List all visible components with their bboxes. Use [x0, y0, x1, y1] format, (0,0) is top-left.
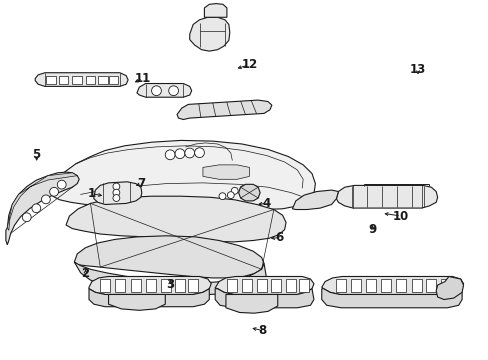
Polygon shape	[242, 279, 251, 292]
Polygon shape	[94, 182, 142, 204]
Polygon shape	[321, 289, 461, 308]
Polygon shape	[227, 279, 237, 292]
Polygon shape	[145, 279, 155, 292]
Circle shape	[41, 195, 50, 204]
Text: 5: 5	[33, 148, 41, 161]
Polygon shape	[336, 185, 437, 208]
Text: 6: 6	[275, 231, 283, 244]
Circle shape	[184, 148, 194, 158]
Circle shape	[32, 204, 41, 213]
Polygon shape	[131, 279, 141, 292]
Polygon shape	[74, 236, 264, 278]
Polygon shape	[89, 289, 209, 307]
Circle shape	[240, 185, 246, 193]
Text: 2: 2	[81, 267, 89, 280]
Polygon shape	[161, 279, 171, 292]
Polygon shape	[188, 279, 198, 292]
Polygon shape	[271, 279, 281, 292]
Polygon shape	[59, 76, 68, 84]
Polygon shape	[100, 279, 110, 292]
Polygon shape	[6, 172, 79, 245]
Text: 12: 12	[241, 58, 257, 71]
Polygon shape	[53, 140, 315, 210]
Polygon shape	[225, 294, 277, 313]
Text: 7: 7	[138, 177, 145, 190]
Polygon shape	[411, 279, 421, 292]
Text: 1: 1	[88, 187, 96, 200]
Text: 10: 10	[392, 210, 408, 222]
Polygon shape	[256, 279, 266, 292]
Circle shape	[57, 180, 66, 189]
Polygon shape	[89, 276, 211, 294]
Polygon shape	[35, 73, 128, 86]
Polygon shape	[98, 76, 107, 84]
Polygon shape	[238, 184, 260, 201]
Polygon shape	[115, 279, 124, 292]
Circle shape	[194, 148, 204, 158]
Polygon shape	[440, 279, 450, 292]
Polygon shape	[189, 17, 229, 51]
Polygon shape	[46, 76, 56, 84]
Text: 9: 9	[368, 223, 376, 236]
Polygon shape	[7, 173, 77, 230]
Polygon shape	[299, 279, 308, 292]
Circle shape	[168, 86, 178, 96]
Circle shape	[227, 192, 234, 199]
Polygon shape	[365, 279, 375, 292]
Circle shape	[50, 187, 59, 196]
Polygon shape	[215, 276, 313, 294]
Circle shape	[165, 150, 175, 160]
Polygon shape	[175, 279, 184, 292]
Polygon shape	[350, 279, 360, 292]
Polygon shape	[204, 4, 226, 17]
Text: 11: 11	[134, 72, 151, 85]
Text: 8: 8	[258, 324, 266, 337]
Polygon shape	[336, 279, 346, 292]
Polygon shape	[321, 276, 463, 294]
Polygon shape	[395, 279, 405, 292]
Circle shape	[113, 183, 120, 190]
Polygon shape	[74, 262, 266, 295]
Polygon shape	[292, 190, 338, 210]
Polygon shape	[85, 76, 95, 84]
Text: 13: 13	[409, 63, 426, 76]
Polygon shape	[435, 276, 463, 300]
Polygon shape	[177, 100, 271, 120]
Text: 4: 4	[262, 197, 270, 210]
Text: 3: 3	[166, 278, 174, 291]
Circle shape	[151, 86, 161, 96]
Polygon shape	[285, 279, 295, 292]
Circle shape	[219, 193, 225, 200]
Circle shape	[113, 189, 120, 196]
Polygon shape	[66, 196, 285, 242]
Circle shape	[22, 213, 31, 222]
Polygon shape	[108, 294, 165, 310]
Polygon shape	[137, 84, 191, 97]
Circle shape	[231, 187, 238, 194]
Circle shape	[175, 149, 184, 159]
Circle shape	[113, 194, 120, 202]
Polygon shape	[215, 289, 313, 308]
Polygon shape	[108, 76, 118, 84]
Polygon shape	[381, 279, 390, 292]
Polygon shape	[203, 165, 249, 179]
Polygon shape	[72, 76, 82, 84]
Polygon shape	[426, 279, 435, 292]
